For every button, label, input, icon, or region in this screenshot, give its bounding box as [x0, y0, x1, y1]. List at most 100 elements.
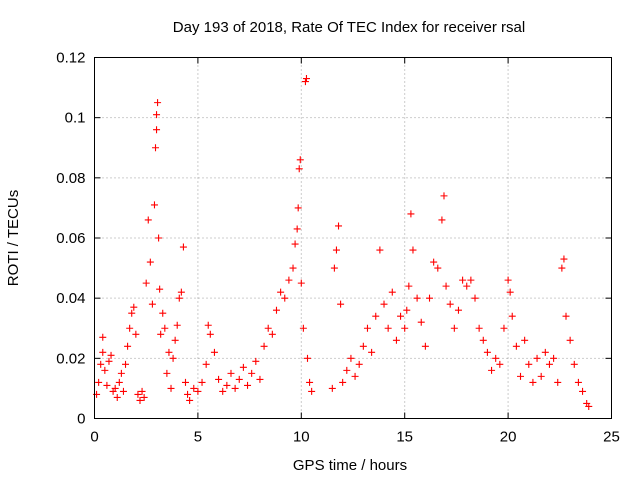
data-point	[202, 360, 210, 368]
data-point	[579, 387, 587, 395]
data-point	[562, 312, 570, 320]
data-point	[496, 360, 504, 368]
data-point	[277, 288, 285, 296]
data-point	[438, 216, 446, 224]
data-point	[306, 378, 314, 386]
data-point	[330, 264, 338, 272]
data-point	[239, 363, 247, 371]
data-point	[467, 276, 475, 284]
data-point	[295, 165, 303, 173]
data-point	[219, 387, 227, 395]
data-point	[483, 348, 491, 356]
data-point	[504, 276, 512, 284]
data-point	[167, 384, 175, 392]
data-point	[417, 318, 425, 326]
data-point	[294, 204, 302, 212]
data-point	[163, 369, 171, 377]
data-point	[190, 384, 198, 392]
axis-ticks: 0 5 10 15 20 25 0 0.02 0.04 0.06 0.08 0.1 0.12	[56, 50, 620, 446]
data-point	[113, 393, 121, 401]
data-point	[332, 246, 340, 254]
data-point	[296, 156, 304, 164]
data-point	[194, 387, 202, 395]
data-point	[122, 360, 130, 368]
x-tick-label: 0	[90, 429, 98, 446]
data-point	[231, 384, 239, 392]
data-point	[537, 372, 545, 380]
data-point	[450, 324, 458, 332]
data-point	[138, 387, 146, 395]
data-point	[291, 240, 299, 248]
data-point	[181, 378, 189, 386]
data-point	[454, 306, 462, 314]
data-point	[244, 381, 252, 389]
data-point	[260, 342, 268, 350]
data-point	[105, 357, 113, 365]
data-point	[446, 300, 454, 308]
data-point	[157, 330, 165, 338]
data-point	[533, 354, 541, 362]
data-point	[126, 324, 134, 332]
data-point	[545, 360, 553, 368]
data-point	[119, 387, 127, 395]
data-point	[111, 384, 119, 392]
data-point	[152, 144, 160, 152]
plot-frame	[94, 57, 612, 419]
data-point	[471, 294, 479, 302]
data-point	[405, 282, 413, 290]
data-point	[184, 390, 192, 398]
data-point	[585, 402, 593, 410]
data-point	[407, 210, 415, 218]
data-point	[529, 378, 537, 386]
data-point	[165, 348, 173, 356]
data-point	[136, 396, 144, 404]
data-point	[301, 78, 309, 86]
data-point	[264, 324, 272, 332]
data-point	[328, 384, 336, 392]
data-point	[154, 99, 162, 107]
data-point	[101, 366, 109, 374]
data-point	[299, 324, 307, 332]
y-tick-label: 0.06	[56, 230, 85, 247]
data-point	[521, 336, 529, 344]
x-axis-label: GPS time / hours	[293, 457, 407, 474]
data-point	[134, 390, 142, 398]
data-point	[130, 303, 138, 311]
data-point	[337, 300, 345, 308]
data-point	[376, 246, 384, 254]
data-point	[512, 342, 520, 350]
data-point	[235, 375, 243, 383]
data-point	[550, 354, 558, 362]
y-axis-label: ROTI / TECUs	[5, 190, 22, 286]
data-point	[153, 111, 161, 119]
data-point	[384, 324, 392, 332]
data-point	[161, 324, 169, 332]
data-point	[115, 378, 123, 386]
data-point	[363, 324, 371, 332]
data-point	[148, 300, 156, 308]
data-point	[117, 369, 125, 377]
data-point	[434, 264, 442, 272]
data-point	[426, 294, 434, 302]
data-point	[517, 372, 525, 380]
data-point	[252, 357, 260, 365]
data-point	[268, 330, 276, 338]
data-point	[223, 381, 231, 389]
data-point	[413, 294, 421, 302]
data-point	[155, 234, 163, 242]
data-point	[574, 378, 582, 386]
data-point	[198, 378, 206, 386]
data-point	[272, 306, 280, 314]
data-point	[570, 360, 578, 368]
data-point	[99, 348, 107, 356]
data-point	[297, 279, 305, 287]
data-point	[525, 360, 533, 368]
data-point	[409, 246, 417, 254]
y-tick-label: 0.08	[56, 170, 85, 187]
data-point	[335, 222, 343, 230]
data-point	[430, 258, 438, 266]
x-tick-label: 15	[396, 429, 413, 446]
x-tick-label: 25	[603, 429, 620, 446]
data-point	[179, 243, 187, 251]
